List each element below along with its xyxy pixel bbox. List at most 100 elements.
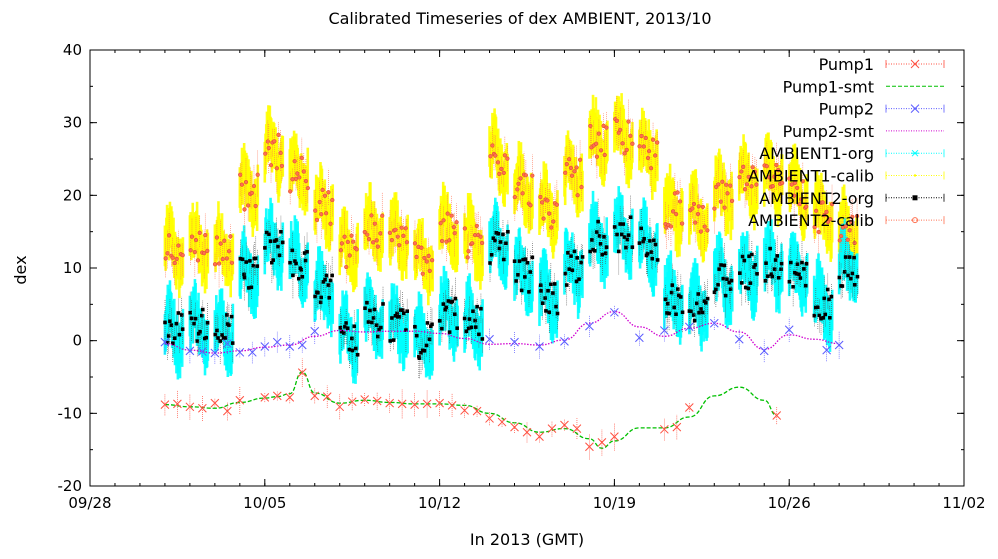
pump1-point-stroke — [235, 395, 245, 405]
ambient2-org-point — [850, 271, 855, 276]
pump2-point-stroke — [822, 345, 832, 355]
ambient2-calib-point — [596, 131, 601, 136]
ambient2-org-point — [566, 251, 570, 255]
ambient2-calib-point — [680, 221, 685, 226]
ambient2-calib-point — [780, 180, 785, 186]
ambient2-org-point — [464, 329, 469, 334]
pump2-point — [585, 321, 594, 331]
ambient2-calib-point — [226, 249, 232, 254]
ambient2-org-point — [603, 251, 608, 256]
ambient2-calib-point — [749, 184, 754, 189]
ambient2-calib-point — [276, 132, 281, 137]
ambient2-calib-point — [674, 212, 679, 217]
pump1-point — [297, 368, 307, 377]
pump2-point-stroke — [485, 334, 494, 344]
ambient2-org-point — [852, 282, 857, 287]
ambient2-org-point — [352, 324, 357, 329]
ambient2-org-point — [452, 312, 457, 317]
ambient2-org-point — [471, 309, 475, 314]
ambient2-org-point — [248, 259, 252, 263]
ambient2-org-point — [697, 310, 701, 315]
ambient2-calib-point — [744, 182, 749, 187]
ambient2-org-point — [291, 273, 295, 278]
ambient2-calib-point — [401, 233, 406, 238]
ambient2-calib-point — [829, 202, 835, 207]
pump1-point-stroke — [372, 396, 382, 406]
ambient2-org-point — [249, 285, 254, 290]
ambient2-org-point — [294, 261, 298, 266]
pump1-point-stroke — [447, 400, 457, 410]
legend-label: Pump2 — [819, 100, 874, 119]
ambient2-org-point — [321, 280, 326, 284]
ambient2-org-point — [397, 314, 402, 319]
ambient2-org-point — [615, 232, 619, 237]
pump1-point — [198, 403, 207, 413]
ambient2-org-point — [379, 325, 383, 330]
ambient2-org-point — [205, 321, 210, 325]
ambient2-calib-point — [563, 170, 568, 175]
ambient2-calib-point — [588, 123, 593, 129]
ambient2-org-point — [650, 256, 655, 261]
ambient2-org-point — [764, 261, 768, 265]
ambient2-calib-point — [579, 185, 584, 190]
ambient2-calib-point — [716, 182, 721, 187]
ambient2-org-point — [188, 310, 192, 315]
ambient2-calib-point — [650, 137, 656, 142]
ambient2-calib-point — [772, 174, 777, 179]
ambient2-calib-point — [602, 152, 607, 158]
ambient2-org-point — [374, 323, 379, 327]
ambient2-calib-point — [470, 241, 475, 246]
pump2-point-stroke — [297, 340, 307, 350]
legend-label: Pump1 — [819, 55, 874, 74]
ambient2-org-point — [763, 279, 768, 283]
pump1-point — [272, 391, 282, 401]
ambient2-org-point — [680, 310, 685, 315]
ambient2-calib-point — [205, 248, 210, 253]
ambient2-org-point — [547, 310, 552, 315]
pump1-point — [659, 424, 669, 434]
ambient2-calib-point — [545, 198, 550, 203]
pump2-point-stroke — [235, 347, 245, 357]
ambient2-org-point — [300, 274, 305, 279]
legend-label: AMBIENT1-org — [759, 144, 874, 163]
ambient2-org-point — [750, 252, 754, 257]
legend-marker — [912, 217, 918, 224]
ambient2-calib-point — [528, 203, 533, 208]
pump2-point — [659, 326, 669, 335]
ambient2-calib-point — [693, 220, 698, 225]
ambient2-calib-point — [540, 200, 545, 205]
ambient2-org-point — [330, 273, 334, 278]
y-tick-label: 10 — [63, 259, 82, 277]
ambient2-org-point — [279, 229, 283, 234]
ambient2-org-point — [768, 246, 772, 251]
ambient2-org-point — [577, 277, 581, 281]
ambient2-org-point — [624, 245, 628, 250]
pump1-point — [335, 402, 345, 412]
ambient2-org-point — [580, 255, 585, 259]
ambient2-org-point — [523, 257, 528, 261]
ambient2-org-point — [747, 254, 751, 259]
ambient2-calib-point — [404, 240, 409, 245]
pump2-point-stroke — [260, 342, 270, 351]
ambient2-calib-point — [497, 171, 502, 176]
ambient2-org-point — [290, 248, 295, 253]
ambient2-calib-point — [251, 183, 257, 189]
x-axis-label: In 2013 (GMT) — [470, 530, 584, 549]
ambient2-org-point — [199, 313, 204, 318]
pump1-point — [447, 400, 457, 410]
ambient2-calib-point — [372, 221, 377, 226]
pump1-point-stroke — [472, 406, 482, 416]
ambient2-org-point — [819, 316, 823, 321]
pump1-point — [285, 392, 295, 402]
ambient2-org-point — [538, 283, 543, 288]
legend-marker — [912, 195, 918, 201]
ambient2-org-point — [395, 311, 399, 316]
ambient2-org-point — [200, 307, 205, 312]
ambient2-org-point — [264, 230, 269, 235]
ambient2-calib-point — [288, 189, 293, 194]
ambient2-org-point — [593, 249, 597, 253]
ambient2-calib-point — [646, 149, 652, 154]
ambient2-org-point — [497, 246, 502, 251]
ambient2-org-point — [365, 300, 369, 305]
ambient2-org-point — [717, 267, 721, 271]
